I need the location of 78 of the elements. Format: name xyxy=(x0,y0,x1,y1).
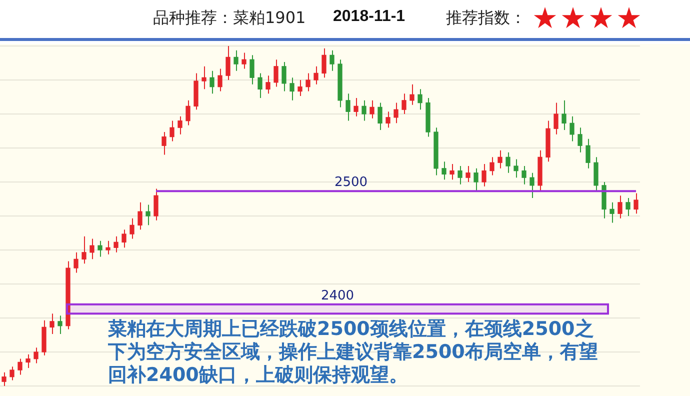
candlestick xyxy=(90,238,94,260)
candlestick xyxy=(506,152,510,174)
candlestick xyxy=(34,347,38,364)
candlestick xyxy=(442,161,446,180)
candlestick xyxy=(362,100,366,122)
candlestick xyxy=(354,98,358,117)
candlestick xyxy=(330,50,334,72)
chart-title: 品种推荐：菜粕1901 xyxy=(153,8,306,29)
candlestick xyxy=(578,127,582,153)
candlestick xyxy=(562,100,566,130)
candlestick xyxy=(178,116,182,135)
candlestick xyxy=(370,100,374,119)
candlestick xyxy=(146,204,150,226)
candlestick xyxy=(218,68,222,92)
candlestick xyxy=(250,54,254,85)
candlestick xyxy=(394,102,398,124)
candlestick xyxy=(322,48,326,78)
candlestick xyxy=(226,46,230,80)
annotation: 2400 xyxy=(320,288,354,304)
candlestick xyxy=(242,52,246,70)
candlestick xyxy=(634,192,638,214)
candlestick xyxy=(274,59,278,88)
candlestick xyxy=(410,84,414,106)
candlestick xyxy=(402,93,406,114)
candlestick xyxy=(138,202,142,230)
candlestick xyxy=(210,70,214,94)
candlestick xyxy=(306,72,310,92)
candlestick xyxy=(626,197,630,216)
annotation: 菜粕在大周期上已经跌破2500颈线位置，在颈线2500之下为空方安全区域，操作上建议背靠2500布局空单，有望回补2400缺口，上破则保持观望。 xyxy=(108,318,599,387)
candlestick xyxy=(58,315,62,334)
candlestick xyxy=(466,166,470,182)
candlestick xyxy=(50,313,54,334)
chart-subtitle: 2018-11-1 xyxy=(333,8,406,26)
candlestick xyxy=(186,100,190,126)
candlestick xyxy=(130,218,134,240)
candlestick xyxy=(18,358,22,376)
candlestick xyxy=(418,88,422,110)
candlestick xyxy=(266,75,270,94)
candlestick xyxy=(378,102,382,130)
candlestick xyxy=(346,93,350,122)
candlestick xyxy=(98,240,102,258)
candlestick xyxy=(522,166,526,185)
candlestick xyxy=(298,80,302,96)
candlestick xyxy=(234,50,238,72)
candlestick xyxy=(290,77,294,101)
candlestick xyxy=(10,366,14,381)
candlestick xyxy=(114,236,118,253)
candlestick xyxy=(82,236,86,264)
candlestick xyxy=(106,240,110,255)
candlestick xyxy=(162,132,166,156)
candlestick xyxy=(258,72,262,99)
candlestick xyxy=(458,166,462,185)
candlestick xyxy=(530,172,534,198)
candlestick xyxy=(618,195,622,219)
candlestick xyxy=(386,111,390,128)
candlestick xyxy=(26,354,30,368)
candlestick xyxy=(122,229,126,248)
candlestick xyxy=(154,188,158,221)
candlestick xyxy=(490,156,494,176)
candlestick xyxy=(482,163,486,187)
candlestick xyxy=(514,158,518,178)
candlestick xyxy=(314,66,318,85)
text: ★★★★ xyxy=(532,1,644,35)
text: 推荐指数： xyxy=(446,8,526,29)
candlestick xyxy=(202,66,206,90)
candlestick xyxy=(2,372,6,386)
candlestick xyxy=(594,156,598,192)
annotation: 2500 xyxy=(334,175,368,190)
candlestick xyxy=(586,138,590,169)
candlestick xyxy=(282,61,286,92)
candlestick xyxy=(570,116,574,142)
candlestick xyxy=(474,168,478,192)
candlestick xyxy=(610,202,614,224)
candlestick xyxy=(554,102,558,135)
candlestick xyxy=(498,150,502,169)
candlestick xyxy=(170,120,174,142)
candlestick xyxy=(74,252,78,274)
candlestick xyxy=(450,163,454,180)
